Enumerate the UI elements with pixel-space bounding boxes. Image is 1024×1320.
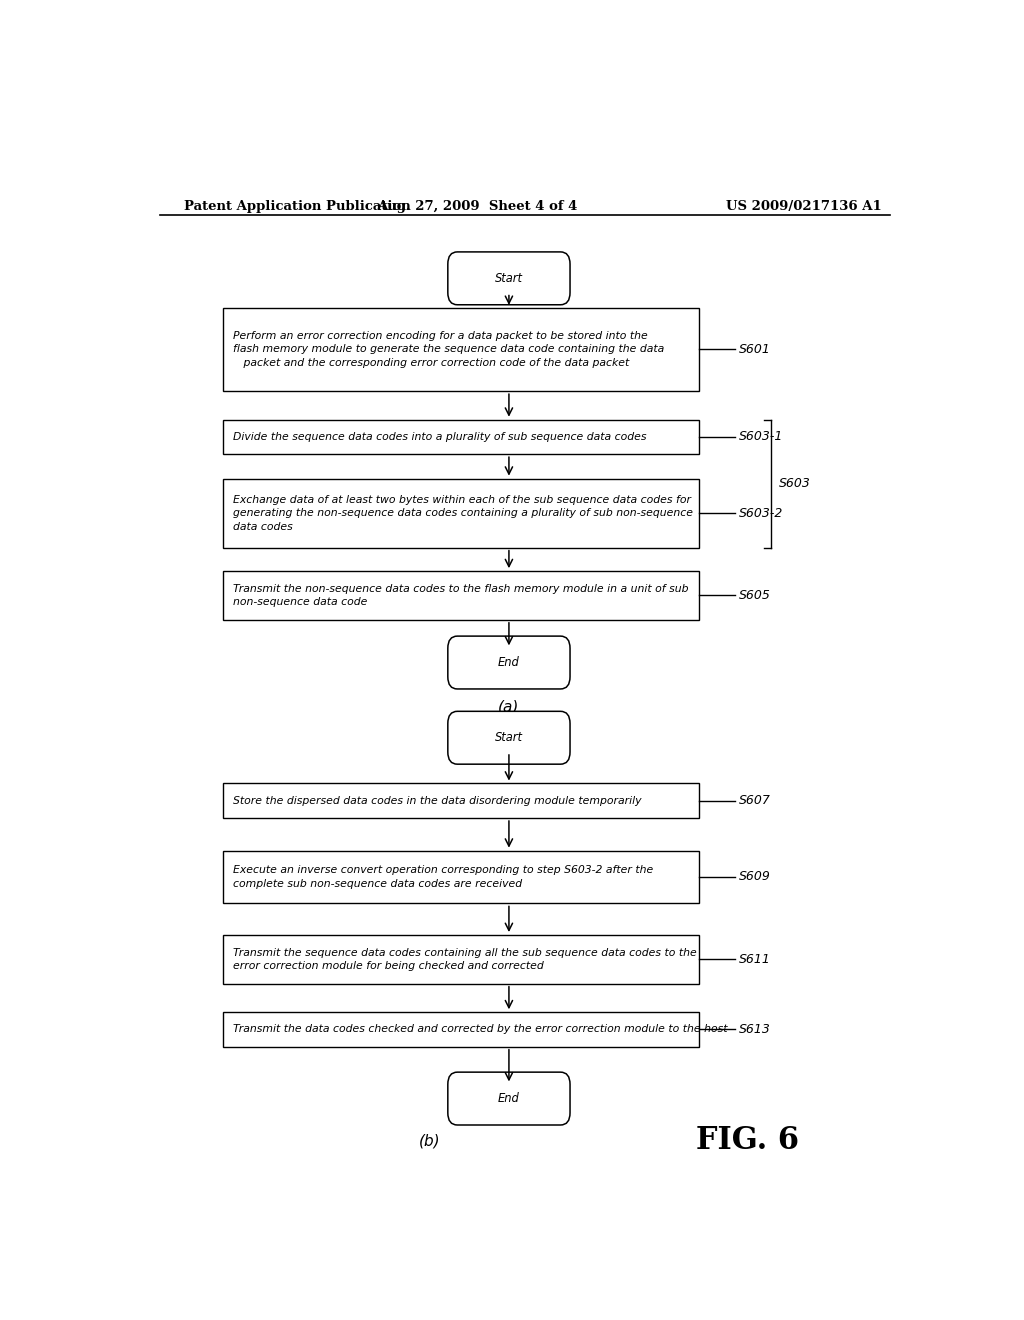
Text: (b): (b)	[419, 1133, 440, 1148]
FancyBboxPatch shape	[223, 784, 699, 818]
Text: S601: S601	[739, 343, 771, 356]
FancyBboxPatch shape	[447, 636, 570, 689]
FancyBboxPatch shape	[223, 420, 699, 454]
Text: End: End	[498, 1092, 520, 1105]
Text: S607: S607	[739, 795, 771, 808]
Text: Divide the sequence data codes into a plurality of sub sequence data codes: Divide the sequence data codes into a pl…	[232, 432, 646, 442]
FancyBboxPatch shape	[223, 850, 699, 903]
FancyBboxPatch shape	[223, 935, 699, 983]
Text: Store the dispersed data codes in the data disordering module temporarily: Store the dispersed data codes in the da…	[232, 796, 641, 805]
Text: Exchange data of at least two bytes within each of the sub sequence data codes f: Exchange data of at least two bytes with…	[232, 495, 693, 532]
Text: S603-1: S603-1	[739, 430, 783, 444]
Text: Transmit the non-sequence data codes to the flash memory module in a unit of sub: Transmit the non-sequence data codes to …	[232, 583, 688, 607]
FancyBboxPatch shape	[223, 479, 699, 548]
Text: End: End	[498, 656, 520, 669]
Text: S609: S609	[739, 870, 771, 883]
Text: FIG. 6: FIG. 6	[695, 1125, 799, 1156]
Text: Transmit the sequence data codes containing all the sub sequence data codes to t: Transmit the sequence data codes contain…	[232, 948, 696, 972]
Text: S603-2: S603-2	[739, 507, 783, 520]
Text: S611: S611	[739, 953, 771, 966]
Text: S603: S603	[778, 477, 811, 490]
FancyBboxPatch shape	[447, 711, 570, 764]
FancyBboxPatch shape	[447, 1072, 570, 1125]
Text: Aug. 27, 2009  Sheet 4 of 4: Aug. 27, 2009 Sheet 4 of 4	[377, 199, 578, 213]
Text: Perform an error correction encoding for a data packet to be stored into the
fla: Perform an error correction encoding for…	[232, 331, 664, 368]
Text: S605: S605	[739, 589, 771, 602]
Text: US 2009/0217136 A1: US 2009/0217136 A1	[726, 199, 882, 213]
Text: (a): (a)	[499, 700, 519, 714]
Text: Execute an inverse convert operation corresponding to step S603-2 after the
comp: Execute an inverse convert operation cor…	[232, 865, 653, 888]
FancyBboxPatch shape	[223, 572, 699, 620]
FancyBboxPatch shape	[223, 308, 699, 391]
Text: Start: Start	[495, 731, 523, 744]
Text: Patent Application Publication: Patent Application Publication	[183, 199, 411, 213]
Text: Start: Start	[495, 272, 523, 285]
FancyBboxPatch shape	[223, 1012, 699, 1047]
FancyBboxPatch shape	[447, 252, 570, 305]
Text: Transmit the data codes checked and corrected by the error correction module to : Transmit the data codes checked and corr…	[232, 1024, 727, 1035]
Text: S613: S613	[739, 1023, 771, 1036]
